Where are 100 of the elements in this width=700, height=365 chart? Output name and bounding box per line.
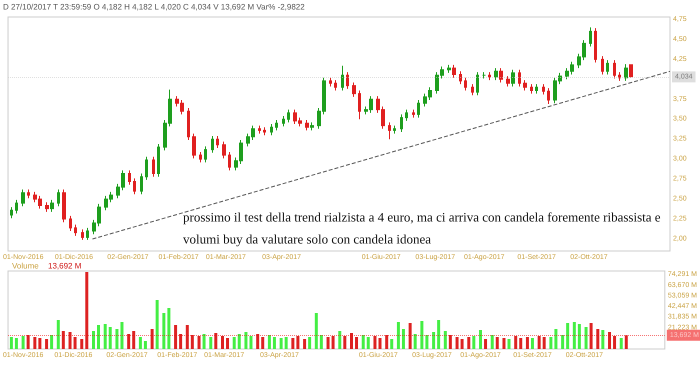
bar (414, 334, 417, 349)
bar (624, 335, 628, 349)
bar (514, 336, 518, 349)
candlestick (222, 141, 226, 159)
bar (127, 334, 130, 349)
bar (502, 338, 506, 349)
bar (554, 329, 558, 349)
candlestick (21, 189, 25, 207)
candlestick (459, 70, 462, 85)
bar (22, 336, 25, 349)
bar (232, 337, 236, 349)
chart-subtitle: D 27/10/2017 T 23:59:59 O 4,182 H 4,182 L 4,020 C 4,034 V 13,692 M Var% -2,9822 (3, 2, 306, 12)
bar (50, 335, 54, 349)
candlestick (464, 77, 467, 91)
bar (373, 336, 376, 349)
candlestick (412, 109, 415, 118)
bar (120, 322, 124, 349)
bar (566, 323, 570, 349)
candlestick (275, 120, 278, 131)
bar (549, 337, 552, 349)
candlestick (282, 116, 285, 127)
bar (378, 338, 382, 349)
bar (214, 333, 218, 349)
bar (596, 329, 600, 349)
bar (362, 335, 365, 349)
candlestick (589, 26, 592, 48)
bar (326, 337, 330, 349)
candlestick (488, 72, 491, 81)
candlestick (192, 133, 196, 159)
bar (448, 335, 452, 349)
candlestick (358, 90, 361, 120)
bar (56, 320, 60, 349)
bar (26, 335, 30, 349)
candlestick (228, 151, 231, 171)
candlestick (211, 135, 214, 154)
bar (479, 330, 482, 349)
candlestick (476, 72, 479, 96)
bar (460, 339, 464, 349)
bar (150, 329, 154, 349)
candlestick (523, 80, 527, 91)
candlestick (45, 202, 49, 212)
candlestick (287, 109, 290, 123)
bar (437, 320, 440, 349)
candlestick (133, 178, 136, 195)
bar (338, 331, 342, 349)
candlestick (346, 72, 349, 90)
bar (45, 339, 48, 349)
candlestick (57, 189, 60, 207)
bar (33, 337, 36, 349)
bar (578, 324, 581, 349)
bar (332, 336, 335, 349)
candlestick (10, 206, 13, 219)
bar (608, 332, 612, 349)
annotation: prossimo il test della trend rialzista a 4 euro, ma ci arriva con candela foremente ribassista e volumi buy da valutare solo con candela idonea (183, 210, 664, 246)
candlestick (452, 64, 456, 78)
candlestick (334, 80, 337, 91)
candlestick (594, 28, 597, 64)
candlestick (15, 199, 18, 214)
bar (74, 337, 77, 349)
candlestick (128, 170, 131, 186)
bar (496, 337, 499, 349)
candlestick (62, 189, 66, 223)
candlestick (530, 84, 533, 94)
chart-title: Volume (12, 262, 40, 270)
bar (390, 339, 394, 349)
candlestick (506, 76, 510, 87)
bar (284, 337, 288, 349)
bar (261, 337, 264, 349)
candlestick (263, 126, 266, 136)
bar (132, 331, 136, 349)
candlestick (157, 143, 160, 178)
candlestick (547, 88, 550, 105)
bar (179, 334, 182, 349)
bar (456, 337, 459, 349)
candlestick (417, 100, 420, 118)
bar (291, 338, 294, 349)
bar (108, 327, 112, 349)
bar (444, 331, 447, 349)
bar (256, 334, 260, 349)
candlestick (86, 227, 89, 240)
bar (244, 332, 248, 349)
bar (38, 338, 42, 349)
bar (62, 331, 65, 349)
bar (432, 332, 436, 349)
bar (115, 329, 118, 349)
bar (519, 338, 522, 349)
bar (613, 336, 616, 349)
candlestick (50, 199, 54, 212)
candlestick (601, 56, 604, 75)
candlestick (618, 72, 621, 82)
candlestick (74, 224, 77, 236)
candlestick (69, 215, 72, 232)
bar (590, 323, 593, 349)
bar (220, 336, 224, 349)
candlestick (499, 68, 503, 83)
bar (620, 338, 623, 349)
bar (425, 335, 428, 349)
candlestick (305, 120, 309, 131)
bar (280, 338, 283, 349)
candlestick (535, 84, 538, 94)
